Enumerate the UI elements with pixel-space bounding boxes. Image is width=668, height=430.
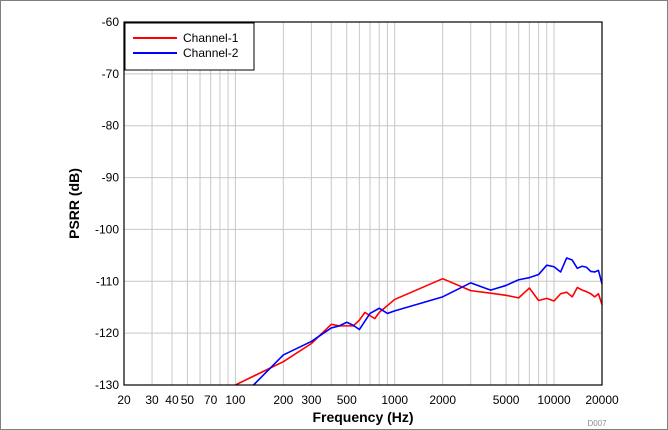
x-tick-labels: 20 30 40 50 70 100 200 300 500 1000 2000 5000 10000 2… <box>117 393 619 407</box>
series-line-channel-2 <box>252 257 603 386</box>
figure-code: D007 <box>587 419 607 428</box>
x-tick-label: 100 <box>225 393 245 407</box>
x-tick-label: 300 <box>301 393 321 407</box>
y-tick-labels: -130 -120 -110 -100 -90 -80 -70 -60 <box>95 15 119 392</box>
y-tick-label: -130 <box>95 378 119 392</box>
x-tick-label: 50 <box>181 393 195 407</box>
plot-border <box>123 21 603 386</box>
y-tick-label: -110 <box>96 274 119 288</box>
x-gridlines <box>151 22 555 385</box>
x-tick-label: 500 <box>337 393 357 407</box>
x-tick-label: 2000 <box>429 393 456 407</box>
x-axis-title: Frequency (Hz) <box>312 409 413 425</box>
x-tick-label: 20000 <box>585 393 619 407</box>
legend-label-channel-1: Channel-1 <box>183 31 239 45</box>
x-tick-label: 200 <box>273 393 293 407</box>
y-tick-label: -100 <box>95 222 119 236</box>
y-tick-label: -120 <box>95 326 119 340</box>
x-tick-label: 10000 <box>537 393 571 407</box>
x-tick-label: 1000 <box>381 393 408 407</box>
legend: Channel-1 Channel-2 <box>124 22 255 71</box>
x-tick-label: 30 <box>145 393 159 407</box>
x-tick-label: 70 <box>204 393 218 407</box>
x-tick-label: 40 <box>165 393 179 407</box>
y-axis-title: PSRR (dB) <box>66 168 82 239</box>
y-tick-label: -90 <box>102 171 120 185</box>
y-gridlines <box>124 73 602 334</box>
plot-area <box>124 22 602 385</box>
legend-box <box>124 22 255 71</box>
y-tick-label: -60 <box>102 15 120 29</box>
y-tick-label: -70 <box>102 67 120 81</box>
x-tick-label: 5000 <box>493 393 520 407</box>
series-line-channel-1 <box>235 277 603 386</box>
series-layer <box>235 257 603 386</box>
y-tick-label: -80 <box>102 119 120 133</box>
legend-label-channel-2: Channel-2 <box>183 46 239 60</box>
x-tick-label: 20 <box>117 393 131 407</box>
